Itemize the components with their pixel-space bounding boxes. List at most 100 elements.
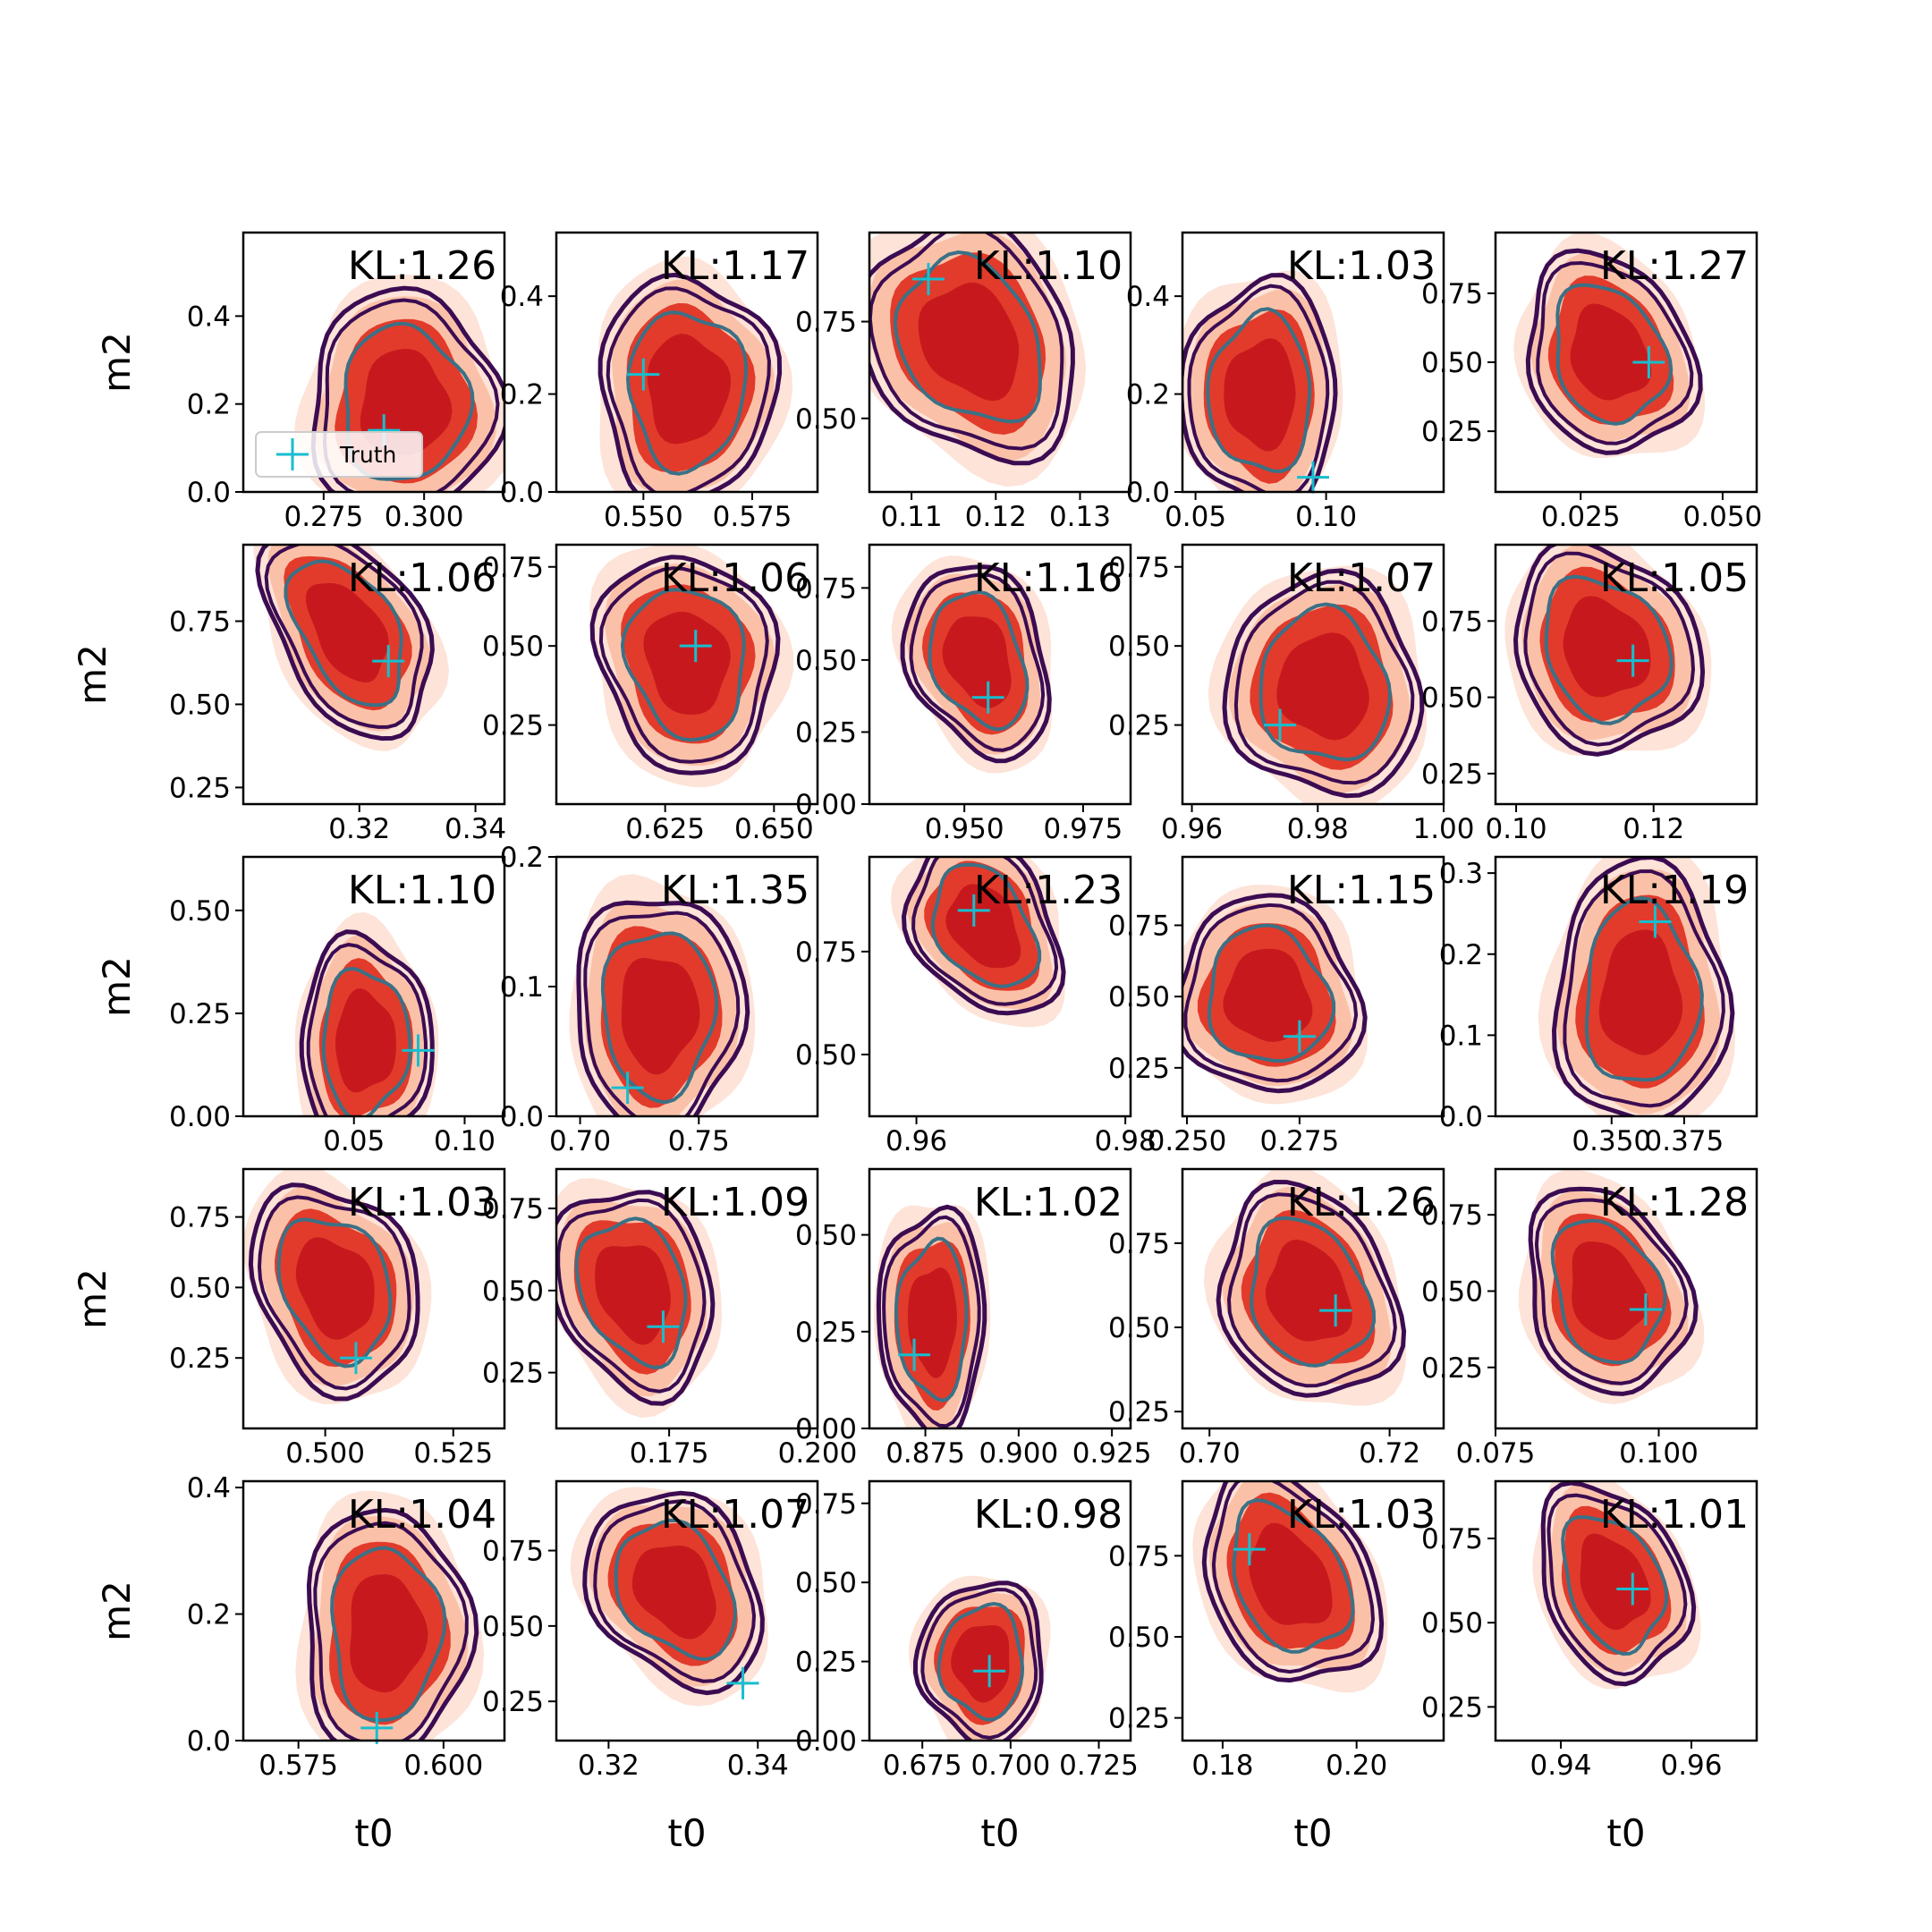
x-tick-label: 0.075 [1456,1437,1536,1470]
y-tick-label: 0.2 [1126,379,1170,411]
x-tick-label: 0.200 [778,1437,858,1470]
panel-frame [1494,1167,1758,1430]
x-tick-label: 0.300 [385,501,464,533]
density-fill-level-4 [350,1574,428,1693]
outer-contour [306,1507,479,1741]
panel-frame [1494,855,1758,1118]
middle-contour [869,233,1064,451]
outer-contour [589,555,781,775]
y-tick-label: 0.50 [169,895,231,928]
panel-5-5: 0.94 0.96 0.25 0.50 0.75 KL:1.01 t0 [1421,1479,1758,1855]
legend-label: Truth [339,442,396,468]
kl-annotation: KL:1.03 [1287,1492,1436,1538]
x-tick-label: 0.025 [1541,501,1621,533]
y-tick-label: 0.75 [1421,1523,1483,1555]
y-tick-label: 0.50 [482,1611,544,1643]
x-axis-label: t0 [354,1811,393,1855]
inner-contour [894,1236,969,1402]
outer-contour [876,1204,987,1428]
panel-2-1: 0.32 0.34 0.25 0.50 0.75 KL:1.06 m2 [71,543,506,845]
truth-marker [911,262,945,295]
y-tick-label: 0.75 [1421,278,1483,310]
density-layer [890,857,1066,1028]
inner-contour [930,862,1042,988]
outer-contour [1525,248,1703,455]
kl-annotation: KL:0.98 [974,1492,1123,1538]
density-layer [1504,545,1712,757]
outer-contour [582,1490,765,1696]
x-axis-label: t0 [1293,1811,1332,1855]
density-fill-level-4 [647,334,732,445]
inner-contour [1258,602,1393,762]
inner-contour [614,1518,738,1662]
panel-5-3: 0.675 0.700 0.725 0.00 0.25 0.50 0.75 KL:0.98 t0 [795,1479,1139,1855]
panel-frame [242,855,506,1118]
y-tick-label: 0.4 [187,1472,231,1504]
density-fill-level-4 [908,1267,957,1378]
density-layer [874,1204,991,1428]
density-layer [891,555,1052,774]
density-fill-level-4 [621,957,700,1075]
x-tick-label: 1.00 [1412,813,1474,845]
panel-frame [1181,855,1445,1118]
panel-1-5: 0.025 0.050 0.25 0.50 0.75 KL:1.27 [1421,231,1762,533]
inner-contour [1206,307,1312,473]
outer-contour [869,233,1075,466]
panel-1-2: 0.550 0.575 0.0 0.2 0.4 KL:1.17 [500,231,819,533]
y-tick-label: 0.1 [1439,1020,1483,1052]
y-tick-label: 0.2 [187,389,231,421]
y-tick-label: 0.50 [1108,1622,1170,1654]
x-tick-label: 0.875 [886,1437,965,1470]
x-tick-label: 0.12 [1623,813,1684,845]
density-fill-level-4 [295,1237,375,1340]
y-tick-label: 0.25 [795,716,857,749]
y-tick-label: 0.25 [1108,1396,1170,1428]
outer-contour [248,1182,420,1402]
kl-annotation: KL:1.01 [1600,1492,1749,1538]
kl-annotation: KL:1.09 [661,1180,809,1225]
y-tick-label: 0.00 [795,1413,857,1445]
x-tick-label: 0.175 [630,1437,709,1470]
y-tick-label: 0.25 [1421,758,1483,791]
x-tick-label: 0.100 [1619,1437,1699,1470]
x-tick-label: 0.96 [1161,813,1223,845]
y-tick-label: 0.3 [1439,858,1483,890]
y-tick-label: 0.25 [169,998,231,1030]
inner-contour [600,931,719,1105]
kl-annotation: KL:1.03 [348,1180,496,1225]
truth-marker [679,630,712,663]
x-tick-label: 0.700 [970,1750,1050,1782]
panel-1-1: 0.275 0.300 0.0 0.2 0.4 KL:1.26 Truth m2 [95,231,506,533]
kl-annotation: KL:1.15 [1287,868,1436,913]
middle-contour [556,1198,707,1394]
density-layer [1182,885,1368,1105]
truth-marker [339,1342,372,1375]
panel-5-2: 0.32 0.34 0.25 0.50 0.75 KL:1.07 t0 [482,1479,819,1855]
x-tick-label: 0.950 [925,813,1004,845]
x-tick-label: 0.20 [1326,1750,1387,1782]
y-tick-label: 0.50 [795,1567,857,1599]
middle-contour [1211,1481,1376,1674]
x-tick-label: 0.12 [965,501,1027,533]
y-tick-label: 0.50 [1108,1312,1170,1344]
x-tick-label: 0.10 [1486,813,1547,845]
y-tick-label: 0.25 [795,1647,857,1679]
density-layer [570,1487,768,1707]
outer-contour [1222,568,1425,799]
density-layer [1518,1169,1705,1404]
middle-contour [264,545,424,729]
kl-annotation: KL:1.06 [348,555,496,601]
y-tick-label: 0.50 [795,1220,857,1252]
density-layer [295,1490,485,1741]
kl-annotation: KL:1.10 [974,243,1123,289]
kl-annotation: KL:1.05 [1600,555,1749,601]
inner-contour [1555,283,1674,426]
y-tick-label: 0.75 [1421,606,1483,638]
y-tick-label: 0.75 [482,1193,544,1225]
kl-annotation: KL:1.26 [1287,1180,1436,1225]
kl-annotation: KL:1.28 [1600,1180,1749,1225]
y-tick-label: 0.0 [187,477,231,509]
y-tick-label: 0.50 [1421,682,1483,715]
legend-truth-marker [276,438,309,470]
y-tick-label: 0.0 [187,1725,231,1758]
